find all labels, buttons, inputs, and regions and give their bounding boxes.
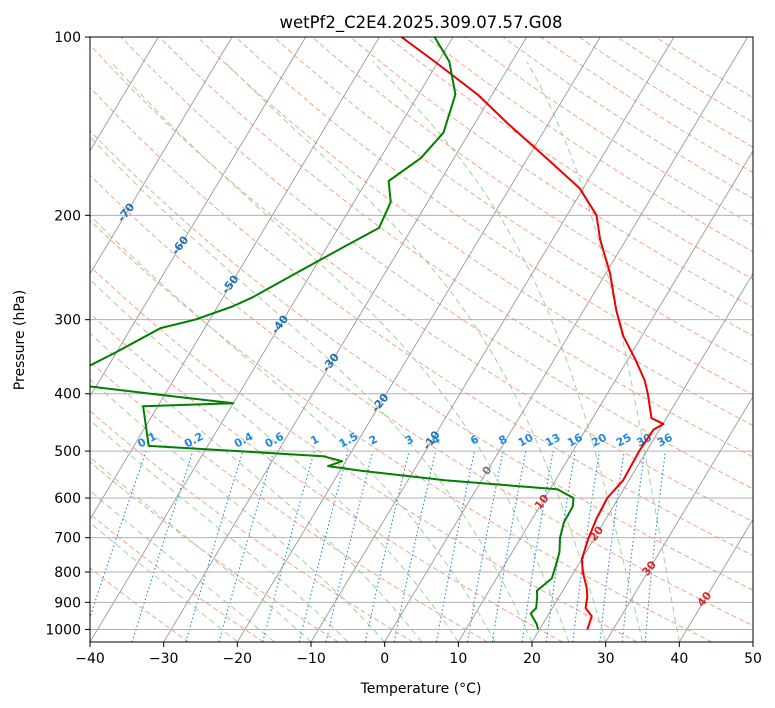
y-tick-label: 300 [54,313,81,329]
mixing-ratio-line [262,450,315,642]
plot-frame [89,36,754,643]
dry-adiabat-line [120,37,753,490]
x-tick-label: 40 [670,651,688,667]
y-tick-label: 100 [54,30,81,46]
mixing-ratio-line [325,450,374,642]
isotherm-line [457,150,753,642]
x-tick-label: −30 [149,651,179,667]
y-tick-label: 600 [54,491,81,507]
isotherms [90,37,753,642]
y-tick-label: 500 [54,444,81,460]
mixing-ratio-line [572,451,601,642]
dry-adiabat-line [90,219,712,642]
mixing-ratio-label: 13 [543,431,563,450]
x-tick-label: 50 [744,651,762,667]
dewpoint-profile-line [90,37,575,630]
moist-adiabat-line [90,419,349,642]
isotherm-line [605,395,753,642]
y-tick-label: 700 [54,531,81,547]
y-axis-ticks: 100 200 300 400 500 600 700 800 900 1000 [45,30,90,638]
isotherm-line [90,37,307,398]
moist-adiabat-line [90,378,386,642]
plot-area: -100-90-80-70-60-50-40-30-20-10010203040… [90,37,753,642]
dry-adiabat-line [90,43,753,523]
moist-adiabat-line [90,278,459,642]
dry-adiabat-line [311,37,753,337]
isotherm-line [90,37,233,275]
mixing-ratio-line [599,451,625,642]
x-tick-label: −40 [75,651,105,667]
isotherm-line [310,37,675,642]
moist-adiabat-line [90,456,312,642]
pressure-gridlines [90,37,753,630]
x-tick-label: −10 [296,651,326,667]
mixing-ratio-line [621,451,646,642]
dry-adiabat-line [90,130,753,591]
moist-adiabat-line [90,136,533,642]
y-tick-label: 900 [54,595,81,611]
dry-adiabat-line [158,37,753,458]
x-tick-label: 0 [380,651,389,667]
x-tick-label: 30 [597,651,615,667]
mixing-ratio-label: 20 [589,431,609,450]
x-axis-ticks: −40 −30 −20 −10 0 10 20 30 40 50 [75,642,762,667]
y-tick-label: 400 [54,387,81,403]
mixing-ratio-line [298,450,349,642]
mixing-ratio-label: 25 [614,431,634,450]
dry-adiabat-line [90,265,638,642]
mixing-ratio-line [218,450,275,642]
isotherm-line [678,518,753,642]
mixing-ratio-label: 16 [565,431,585,450]
moist-adiabat-line [526,61,680,642]
mixing-ratio-line [185,450,244,642]
isotherm-line [90,37,159,152]
moist-adiabat-line [90,214,496,642]
moist-adiabat-line [90,332,422,642]
dry-adiabat-line [90,312,563,642]
mixing-ratio-line [364,450,410,642]
y-axis-label: Pressure (hPa) [12,290,28,390]
isotherm-line [90,37,454,642]
mixing-ratio-label: 36 [655,431,675,450]
y-tick-label: 800 [54,565,81,581]
dry-adiabat-line [90,513,264,642]
dry-adiabat-line [273,37,753,366]
y-tick-label: 200 [54,208,81,224]
y-tick-label: 1000 [45,622,81,638]
x-tick-label: 20 [523,651,541,667]
isotherm-line [384,37,749,642]
dry-adiabat-line [90,461,339,642]
moist-adiabat-line [90,490,275,642]
x-tick-label: 10 [449,651,467,667]
dry-adiabat-line [235,37,753,396]
mixing-ratio-line [521,451,554,642]
isotherm-line [531,272,753,642]
x-axis-label: Temperature (°C) [360,681,482,697]
dry-adiabat-line [90,86,753,557]
moist-adiabat-line [110,61,570,642]
x-tick-label: −20 [223,651,253,667]
dry-adiabats [90,37,753,642]
mixing-ratio-line [131,450,194,642]
mixing-ratio-line [644,451,666,642]
moist-adiabat-line [372,61,643,642]
mixing-ratio-label: 10 [516,431,536,450]
chart-title: wetPf2_C2E4.2025.309.07.57.G08 [279,13,562,33]
temperature-profile-line [400,37,665,630]
dry-adiabat-line [90,360,488,642]
isotherm-line [163,37,528,642]
isotherm-line [90,37,380,521]
isotherm-line [236,37,601,642]
profile-series [90,37,665,630]
